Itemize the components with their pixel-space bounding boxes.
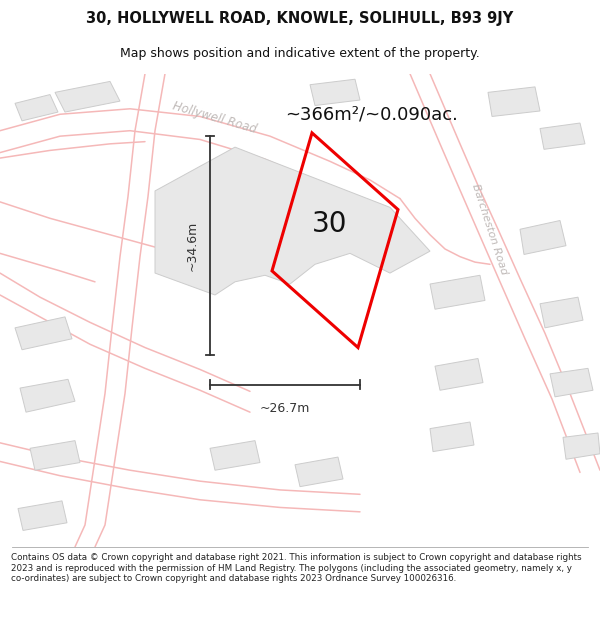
Polygon shape — [155, 147, 430, 295]
Polygon shape — [55, 81, 120, 112]
Polygon shape — [20, 379, 75, 412]
Polygon shape — [430, 275, 485, 309]
Text: 30, HOLLYWELL ROAD, KNOWLE, SOLIHULL, B93 9JY: 30, HOLLYWELL ROAD, KNOWLE, SOLIHULL, B9… — [86, 11, 514, 26]
Polygon shape — [15, 317, 72, 350]
Text: Map shows position and indicative extent of the property.: Map shows position and indicative extent… — [120, 47, 480, 59]
Text: ~34.6m: ~34.6m — [185, 221, 199, 271]
Polygon shape — [488, 87, 540, 116]
Polygon shape — [430, 422, 474, 452]
Text: ~366m²/~0.090ac.: ~366m²/~0.090ac. — [285, 105, 458, 123]
Text: ~26.7m: ~26.7m — [260, 402, 310, 416]
Polygon shape — [30, 441, 80, 470]
Polygon shape — [310, 79, 360, 106]
Text: Barcheston Road: Barcheston Road — [470, 182, 509, 276]
Polygon shape — [540, 123, 585, 149]
Polygon shape — [18, 501, 67, 531]
Text: Hollywell Road: Hollywell Road — [172, 99, 259, 136]
Polygon shape — [563, 433, 600, 459]
Text: 30: 30 — [312, 210, 348, 238]
Text: Contains OS data © Crown copyright and database right 2021. This information is : Contains OS data © Crown copyright and d… — [11, 553, 581, 583]
Polygon shape — [295, 457, 343, 487]
Polygon shape — [540, 297, 583, 328]
Polygon shape — [210, 441, 260, 470]
Polygon shape — [435, 359, 483, 390]
Polygon shape — [15, 94, 58, 121]
Polygon shape — [550, 368, 593, 397]
Polygon shape — [520, 221, 566, 254]
